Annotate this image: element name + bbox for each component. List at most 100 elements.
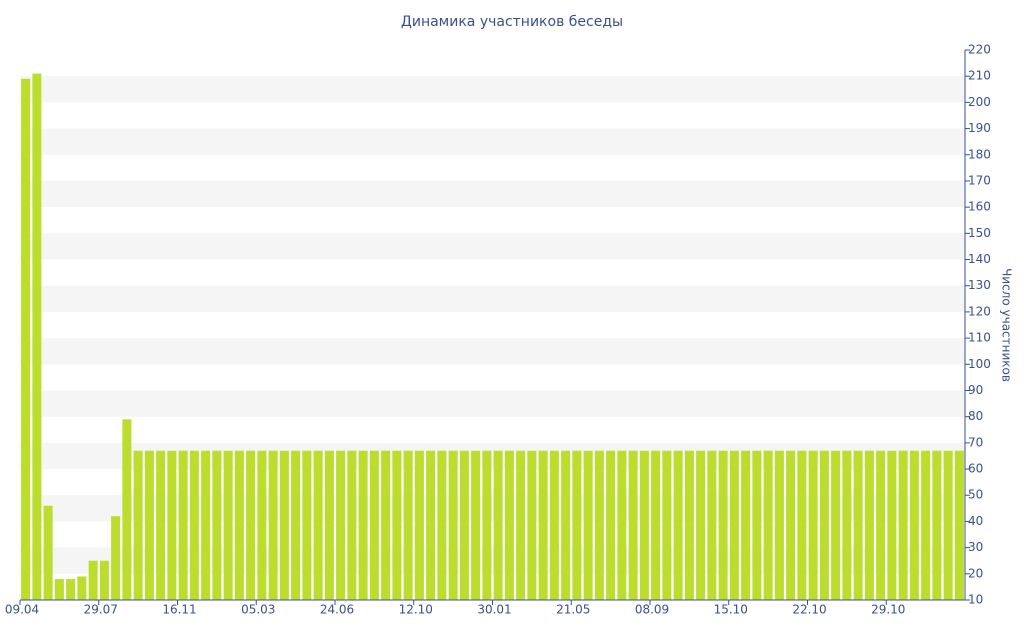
bar <box>932 450 942 600</box>
bar <box>302 450 312 600</box>
bar <box>504 450 514 600</box>
bar <box>324 450 334 600</box>
bar <box>336 450 346 600</box>
bar <box>684 450 694 600</box>
y-tick-label: 190 <box>968 121 991 135</box>
bar <box>786 450 796 600</box>
y-tick-label: 140 <box>968 252 991 266</box>
bar <box>572 450 582 600</box>
bar <box>696 450 706 600</box>
bar <box>921 450 931 600</box>
bar <box>842 450 852 600</box>
x-tick-label: 22.10 <box>792 603 826 617</box>
y-tick-label: 60 <box>968 462 983 476</box>
bar <box>628 450 638 600</box>
bar <box>381 450 391 600</box>
bar <box>887 450 897 600</box>
x-tick-label: 16.11 <box>162 603 196 617</box>
bar <box>246 450 256 600</box>
bar <box>741 450 751 600</box>
x-tick-label: 15.10 <box>714 603 748 617</box>
bar <box>943 450 953 600</box>
bar <box>414 450 424 600</box>
bar <box>358 450 368 600</box>
bar <box>707 450 717 600</box>
bar <box>606 450 616 600</box>
x-tick-label: 29.07 <box>84 603 118 617</box>
bar <box>808 450 818 600</box>
bar <box>189 450 199 600</box>
bar <box>369 450 379 600</box>
grid-band <box>20 128 965 155</box>
bar <box>752 450 762 600</box>
chart-title: Динамика участников беседы <box>401 14 623 30</box>
y-tick-label: 170 <box>968 173 991 187</box>
bar <box>561 450 571 600</box>
bar <box>898 450 908 600</box>
bar <box>673 450 683 600</box>
y-tick-label: 150 <box>968 226 991 240</box>
bar <box>77 576 87 600</box>
y-tick-label: 40 <box>968 514 983 528</box>
y-tick-label: 70 <box>968 435 983 449</box>
y-tick-label: 120 <box>968 304 991 318</box>
y-tick-label: 20 <box>968 566 983 580</box>
bar <box>279 450 289 600</box>
bar <box>853 450 863 600</box>
bar <box>583 450 593 600</box>
bar <box>426 450 436 600</box>
bar <box>291 450 301 600</box>
y-tick-label: 10 <box>968 593 983 607</box>
bar <box>549 450 559 600</box>
bar <box>88 560 98 600</box>
bar <box>448 450 458 600</box>
y-tick-label: 180 <box>968 147 991 161</box>
bar <box>122 419 132 600</box>
bar <box>257 450 267 600</box>
bar <box>43 505 53 600</box>
bar <box>347 450 357 600</box>
bar <box>651 450 661 600</box>
bar <box>617 450 627 600</box>
x-tick-label: 05.03 <box>241 603 275 617</box>
x-tick-label: 29.10 <box>871 603 905 617</box>
y-axis-label: Число участников <box>1000 268 1014 382</box>
bar <box>729 450 739 600</box>
bar <box>437 450 447 600</box>
y-tick-label: 50 <box>968 488 983 502</box>
grid-band <box>20 495 965 522</box>
grid-band <box>20 233 965 260</box>
y-tick-label: 80 <box>968 409 983 423</box>
x-tick-label: 24.06 <box>320 603 354 617</box>
bar <box>21 78 31 601</box>
x-tick-label: 21.05 <box>556 603 590 617</box>
y-tick-label: 200 <box>968 95 991 109</box>
grid-band <box>20 547 965 574</box>
bar <box>876 450 886 600</box>
grid-band <box>20 285 965 312</box>
bar <box>268 450 278 600</box>
x-tick-label: 08.09 <box>635 603 669 617</box>
y-tick-label: 100 <box>968 357 991 371</box>
grid-band <box>20 180 965 208</box>
y-tick-label: 90 <box>968 383 983 397</box>
bar <box>32 73 42 601</box>
bar <box>538 450 548 600</box>
x-tick-label: 12.10 <box>399 603 433 617</box>
bar <box>639 450 649 600</box>
bar <box>144 450 154 600</box>
bar <box>662 450 672 600</box>
bar <box>594 450 604 600</box>
bar <box>482 450 492 600</box>
grid-band <box>20 338 965 365</box>
bar <box>54 579 64 600</box>
bar <box>223 450 233 600</box>
bar <box>831 450 841 600</box>
bar <box>201 450 211 600</box>
bar <box>774 450 784 600</box>
bar <box>167 450 177 600</box>
bar <box>864 450 874 600</box>
bar <box>527 450 537 600</box>
bar <box>819 450 829 600</box>
